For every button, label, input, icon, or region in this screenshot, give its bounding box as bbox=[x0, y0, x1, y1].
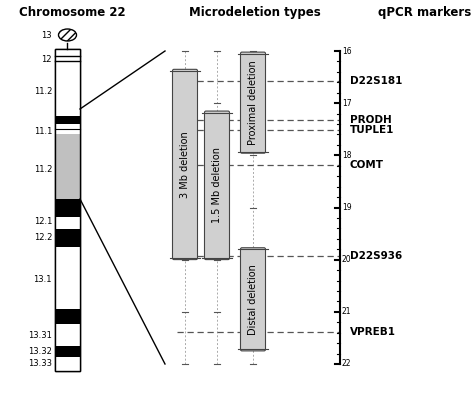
Bar bbox=[55, 229, 80, 247]
Bar bbox=[55, 247, 80, 309]
Text: 13.32: 13.32 bbox=[28, 346, 52, 356]
Text: 19: 19 bbox=[342, 203, 352, 212]
Text: D22S181: D22S181 bbox=[350, 76, 402, 86]
Bar bbox=[55, 134, 80, 199]
FancyBboxPatch shape bbox=[240, 248, 265, 351]
Text: 21: 21 bbox=[342, 307, 352, 316]
Text: 13.33: 13.33 bbox=[28, 358, 52, 367]
Text: Microdeletion types: Microdeletion types bbox=[189, 6, 321, 19]
FancyBboxPatch shape bbox=[173, 69, 198, 260]
Bar bbox=[55, 217, 80, 229]
Text: 17: 17 bbox=[342, 99, 352, 108]
Text: Proximal deletion: Proximal deletion bbox=[248, 60, 258, 145]
Bar bbox=[55, 116, 80, 124]
Text: qPCR markers: qPCR markers bbox=[378, 6, 472, 19]
Text: 20: 20 bbox=[342, 255, 352, 264]
Bar bbox=[55, 49, 80, 371]
Text: 18: 18 bbox=[342, 151, 352, 160]
Text: 3 Mb deletion: 3 Mb deletion bbox=[180, 131, 190, 198]
Text: 16: 16 bbox=[342, 47, 352, 55]
Text: PRODH: PRODH bbox=[350, 115, 392, 125]
Text: 13: 13 bbox=[41, 30, 52, 40]
Text: COMT: COMT bbox=[350, 160, 384, 170]
Bar bbox=[55, 324, 80, 346]
Bar bbox=[55, 49, 80, 371]
Text: 11.1: 11.1 bbox=[34, 126, 52, 136]
Bar bbox=[55, 124, 80, 134]
FancyBboxPatch shape bbox=[204, 111, 229, 260]
Text: 12: 12 bbox=[42, 55, 52, 63]
Text: 11.2: 11.2 bbox=[34, 87, 52, 95]
Text: D22S936: D22S936 bbox=[350, 251, 402, 261]
Bar bbox=[55, 199, 80, 217]
Text: 12.2: 12.2 bbox=[34, 233, 52, 243]
FancyBboxPatch shape bbox=[240, 52, 265, 153]
Text: 22: 22 bbox=[342, 359, 352, 369]
Bar bbox=[55, 49, 80, 69]
Bar bbox=[55, 309, 80, 324]
Text: 13.31: 13.31 bbox=[28, 332, 52, 340]
Bar bbox=[55, 346, 80, 357]
Text: 11.2: 11.2 bbox=[34, 164, 52, 174]
Text: 13.1: 13.1 bbox=[34, 275, 52, 284]
Text: VPREB1: VPREB1 bbox=[350, 327, 396, 337]
Text: 12.1: 12.1 bbox=[34, 217, 52, 225]
Text: Distal deletion: Distal deletion bbox=[248, 264, 258, 335]
Bar bbox=[55, 69, 80, 109]
Bar bbox=[55, 357, 80, 371]
Text: Chromosome 22: Chromosome 22 bbox=[19, 6, 126, 19]
Bar bbox=[55, 109, 80, 116]
Ellipse shape bbox=[58, 29, 76, 41]
Text: 1.5 Mb deletion: 1.5 Mb deletion bbox=[212, 147, 222, 223]
Text: TUPLE1: TUPLE1 bbox=[350, 125, 394, 135]
